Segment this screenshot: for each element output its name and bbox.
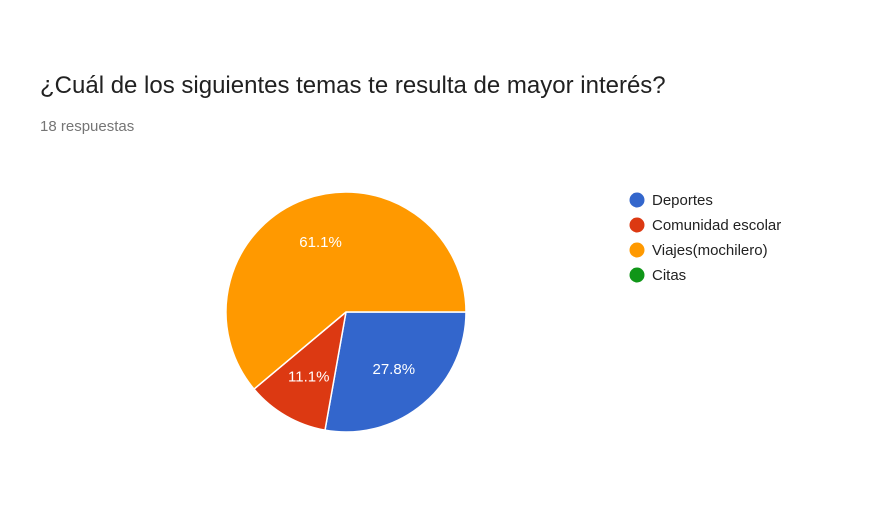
pie-slice-comunidad-escolar[interactable] bbox=[252, 310, 348, 432]
response-count: 18 respuestas bbox=[40, 118, 135, 135]
pie-slices bbox=[225, 191, 467, 433]
pie-slice-viajes-mochilero[interactable] bbox=[225, 191, 467, 391]
slice-label-deportes: 27.8% bbox=[373, 361, 416, 378]
legend-label-deportes[interactable]: Deportes bbox=[652, 192, 713, 209]
legend-marker-citas bbox=[629, 267, 645, 283]
pie-slice-deportes[interactable] bbox=[324, 311, 467, 433]
chart-legend: Deportes Comunidad escolar Viajes(mochiler… bbox=[629, 192, 781, 284]
slice-label-viajes-mochilero: 61.1% bbox=[299, 234, 342, 251]
pie-labels: 27.8% 11.1% 61.1% bbox=[288, 234, 415, 385]
legend-marker-deportes bbox=[629, 192, 645, 208]
legend-label-citas[interactable]: Citas bbox=[652, 267, 686, 284]
legend-marker-viajes-mochilero bbox=[629, 242, 645, 258]
legend-label-viajes-mochilero[interactable]: Viajes(mochilero) bbox=[652, 242, 768, 259]
legend-marker-comunidad-escolar bbox=[629, 217, 645, 233]
question-title: ¿Cuál de los siguientes temas te resulta… bbox=[40, 72, 666, 99]
slice-label-comunidad-escolar: 11.1% bbox=[288, 368, 329, 385]
legend-label-comunidad-escolar[interactable]: Comunidad escolar bbox=[652, 217, 781, 234]
